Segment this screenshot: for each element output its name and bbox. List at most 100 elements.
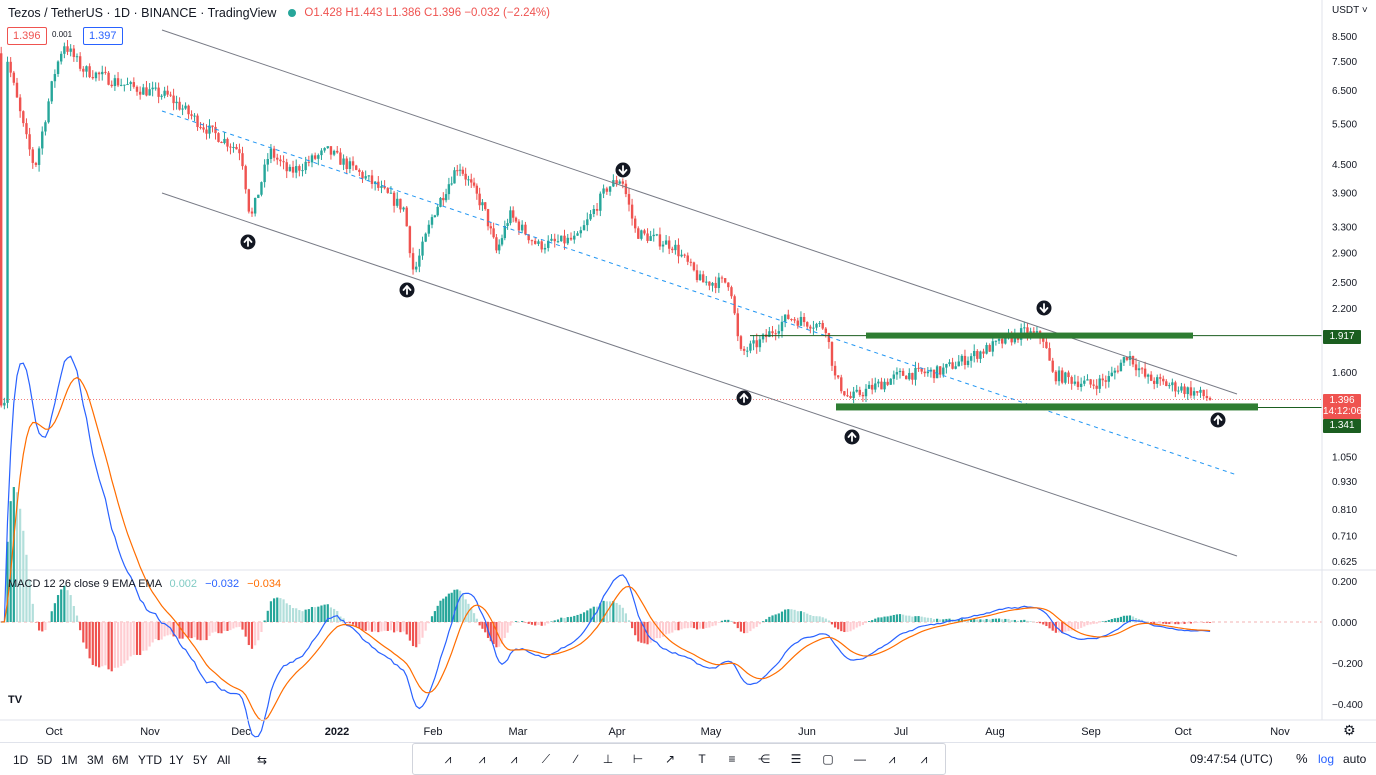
candle-body	[304, 161, 307, 171]
clock-text[interactable]: 09:47:54 (UTC)	[1190, 752, 1273, 766]
candle-body	[310, 155, 314, 163]
macd-hist-bar	[867, 621, 871, 622]
candle-body	[973, 351, 976, 357]
time-tick-label: Aug	[985, 726, 1005, 738]
macd-hist-bar	[367, 622, 370, 631]
log-scale-toggle[interactable]: log	[1318, 752, 1335, 766]
candle-body	[486, 209, 490, 227]
macd-legend[interactable]: MACD 12 26 close 9 EMA EMA 0.002 −0.032 …	[8, 578, 281, 590]
settings-gear-icon[interactable]: ⚙	[1343, 722, 1356, 738]
macd-hist-bar	[736, 622, 739, 629]
price-range-icon[interactable]: ⊥	[602, 752, 614, 766]
tf-6m[interactable]: 6M	[112, 753, 129, 767]
candle-body	[671, 248, 674, 251]
trendline-icon[interactable]: ∕	[574, 752, 577, 766]
candle-body	[917, 367, 920, 369]
tf-1y[interactable]: 1Y	[169, 753, 184, 767]
candle-body	[123, 84, 126, 86]
macd-hist-bar	[1208, 622, 1212, 623]
macd-hist-bar	[618, 604, 621, 622]
candle-body	[285, 162, 288, 172]
percent-scale-toggle[interactable]: %	[1296, 751, 1308, 766]
currency-select[interactable]: USDT ˅	[1332, 5, 1368, 16]
compare-range-icon[interactable]: ⇆	[257, 753, 268, 767]
macd-hist-bar	[771, 615, 774, 622]
symbol-title[interactable]: Tezos / TetherUS · 1D · BINANCE · Tradin…	[8, 6, 277, 20]
candle-body	[818, 323, 821, 325]
text-icon[interactable]: T	[698, 752, 706, 766]
candle-body	[332, 150, 336, 155]
candle-body	[969, 356, 973, 361]
macd-hist-bar	[498, 622, 501, 647]
channel-icon[interactable]: ☰	[790, 752, 802, 766]
candle-body	[342, 158, 345, 165]
tf-5y[interactable]: 5Y	[193, 753, 208, 767]
tf-1m[interactable]: 1M	[61, 753, 78, 767]
tradingview-logo-icon[interactable]: TV	[8, 694, 23, 706]
macd-hist-bar	[939, 619, 942, 622]
tf-ytd[interactable]: YTD	[138, 753, 162, 767]
macd-hist-bar	[1150, 622, 1153, 623]
macd-hist-bar	[291, 608, 295, 622]
candle-body	[503, 225, 507, 239]
auto-scale-toggle[interactable]: auto	[1343, 752, 1367, 766]
macd-hist-bar	[44, 622, 47, 631]
macd-hist-bar	[1064, 622, 1067, 632]
tf-all[interactable]: All	[217, 753, 231, 767]
up-arrow-icon	[240, 234, 256, 250]
macd-hist-bar	[257, 622, 260, 641]
candles	[0, 40, 1322, 410]
macd-hist-bar	[370, 622, 374, 632]
candle-body	[649, 236, 652, 241]
macd-hist-bar	[668, 622, 671, 634]
ray-icon[interactable]: ↗	[664, 752, 676, 766]
macd-hist-bar	[478, 622, 481, 626]
fib-icon[interactable]: ≡	[728, 752, 736, 766]
horizontal-line-icon[interactable]: —	[854, 752, 866, 766]
macd-hist-bar	[895, 614, 899, 622]
macd-hist-bar	[714, 622, 717, 626]
macd-hist-bar	[175, 622, 178, 637]
pattern-icon[interactable]: ⟋	[541, 752, 551, 766]
macd-hist-bar	[470, 608, 473, 622]
macd-hist-bar	[464, 599, 467, 622]
tf-5d[interactable]: 5D	[37, 753, 53, 767]
xwz-icon[interactable]: ⩘	[888, 752, 896, 766]
macd-hist-bar	[157, 622, 160, 641]
candle-body	[926, 371, 930, 374]
candle-body	[637, 228, 640, 239]
rectangle-icon[interactable]: ▢	[822, 752, 834, 766]
macd-hist-bar	[148, 622, 151, 647]
tf-3m[interactable]: 3M	[87, 753, 104, 767]
macd-hist-bar	[1189, 622, 1193, 624]
macd-hist-bar	[877, 617, 880, 622]
wxy-icon[interactable]: ⩘	[920, 752, 928, 766]
macd-hist-bar	[1083, 622, 1086, 627]
abcd-icon[interactable]: ⩘	[478, 752, 486, 766]
macd-hist-bar	[997, 618, 1001, 622]
macd-hist-bar	[351, 622, 355, 625]
candle-body	[994, 340, 998, 342]
macd-hist-bar	[1095, 622, 1098, 624]
macd-hist-bar	[250, 622, 254, 649]
macd-hist-bar	[424, 622, 427, 631]
candle-body	[830, 342, 834, 366]
candle-body	[355, 165, 358, 170]
price-tick-label: 0.625	[1332, 557, 1357, 568]
pitchfork-icon[interactable]: ⋲	[758, 752, 770, 766]
macd-hist-bar	[680, 622, 683, 630]
drawings[interactable]	[161, 29, 1322, 557]
macd-hist-bar	[345, 622, 348, 623]
macd-hist-bar	[784, 609, 787, 622]
xabcd-icon[interactable]: ⩘	[444, 752, 452, 766]
buy-price-button[interactable]: 1.397	[83, 27, 123, 45]
date-range-icon[interactable]: ⊢	[632, 752, 644, 766]
sell-price-button[interactable]: 1.396	[7, 27, 47, 45]
tf-1d[interactable]: 1D	[13, 753, 29, 767]
elliott-icon[interactable]: ⩘	[510, 752, 518, 766]
macd-hist-bar	[586, 610, 589, 622]
macd-hist-bar	[1134, 618, 1138, 622]
chart-canvas[interactable]: 8.500 7.500 6.500 5.500 4.500 3.900 3.300 2.900…	[0, 0, 1376, 742]
macd-hist-bar	[66, 590, 69, 622]
time-tick-label: 2022	[325, 726, 349, 738]
